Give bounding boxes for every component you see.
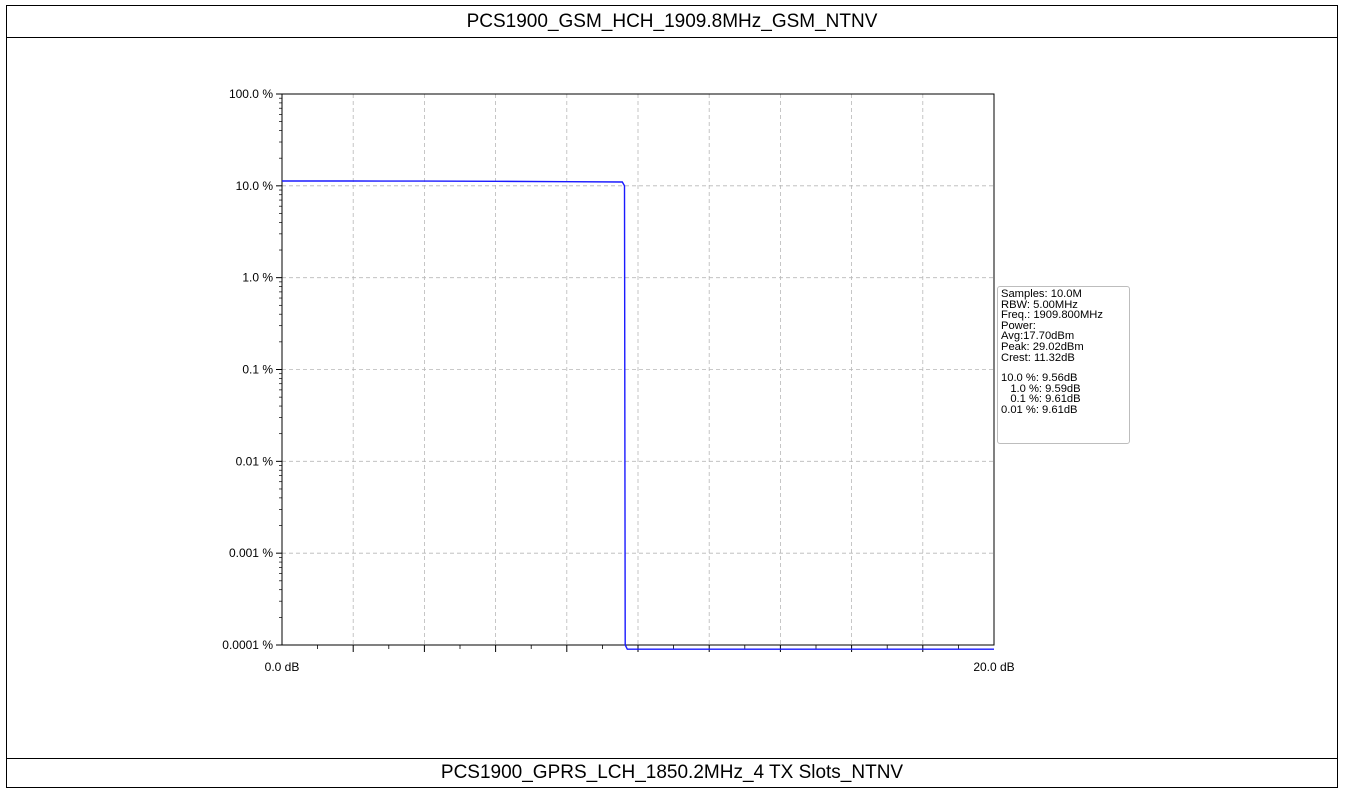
- plot-axes: [276, 93, 995, 652]
- y-tick-label: 0.001 %: [229, 546, 273, 560]
- y-tick-label: 0.01 %: [236, 454, 274, 468]
- stat-avg: Avg:17.70dBm: [1001, 330, 1075, 343]
- y-tick-labels: 100.0 % 10.0 % 1.0 % 0.1 % 0.01 % 0.001 % 0.00…: [222, 87, 273, 652]
- ccdf-series-line: [282, 180, 994, 650]
- stat-p001: 0.01 %: 9.61dB: [1001, 403, 1078, 416]
- grid-lines: [282, 94, 994, 645]
- report-frame: PCS1900_GSM_HCH_1909.8MHz_GSM_NTNV PCS19…: [6, 5, 1338, 788]
- y-tick-label: 1.0 %: [242, 271, 273, 285]
- y-tick-label: 0.0001 %: [222, 638, 273, 652]
- stat-p10: 10.0 %: 9.56dB: [1001, 372, 1078, 385]
- y-tick-label: 0.1 %: [242, 363, 273, 377]
- x-tick-label: 20.0 dB: [973, 660, 1014, 674]
- stat-crest: Crest: 11.32dB: [1001, 351, 1075, 364]
- y-tick-label: 10.0 %: [236, 179, 274, 193]
- x-tick-labels: 0.0 dB 20.0 dB: [265, 660, 1015, 674]
- stat-peak: Peak: 29.02dBm: [1001, 340, 1084, 353]
- x-tick-label: 0.0 dB: [265, 660, 300, 674]
- stat-samples: Samples: 10.0M: [1001, 288, 1082, 300]
- measurement-stats-box: Samples: 10.0M RBW: 5.00MHz Freq.: 1909.…: [997, 286, 1130, 444]
- stat-freq: Freq.: 1909.800MHz: [1001, 309, 1103, 322]
- stat-p01: 0.1 %: 9.61dB: [1001, 393, 1081, 406]
- chart-header-title: PCS1900_GSM_HCH_1909.8MHz_GSM_NTNV: [7, 6, 1337, 38]
- stat-rbw: RBW: 5.00MHz: [1001, 298, 1078, 311]
- plot-border: [281, 93, 995, 646]
- stat-power: Power:: [1001, 319, 1036, 332]
- y-tick-label: 100.0 %: [229, 87, 273, 101]
- stat-p1: 1.0 %: 9.59dB: [1001, 382, 1081, 395]
- chart-footer-caption: PCS1900_GPRS_LCH_1850.2MHz_4 TX Slots_NT…: [7, 758, 1337, 787]
